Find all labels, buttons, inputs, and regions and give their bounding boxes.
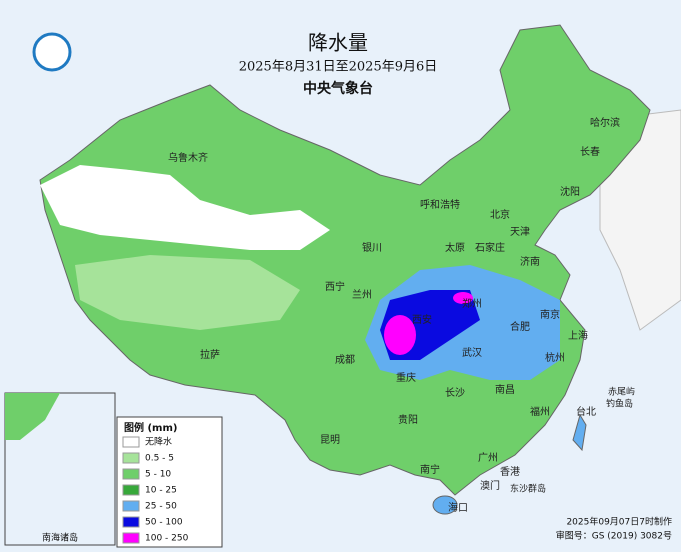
city: 合肥 bbox=[510, 320, 530, 333]
dry-area bbox=[40, 165, 330, 250]
inset-land bbox=[5, 393, 60, 440]
city: 赤尾屿 bbox=[608, 387, 635, 398]
logo bbox=[32, 32, 72, 72]
subtitle: 2025年8月31日至2025年9月6日 bbox=[239, 60, 438, 75]
city: 拉萨 bbox=[200, 348, 220, 361]
taiwan bbox=[572, 413, 587, 452]
city: 澳门 bbox=[480, 479, 500, 492]
legend-swatch bbox=[122, 500, 140, 512]
city: 西安 bbox=[412, 313, 432, 326]
city: 广州 bbox=[478, 452, 498, 464]
city: 重庆 bbox=[396, 371, 416, 384]
legend-label: 5 - 10 bbox=[145, 470, 171, 480]
legend-label: 50 - 100 bbox=[145, 518, 183, 528]
org: 中央气象台 bbox=[303, 80, 373, 97]
city-labels: 乌鲁木齐 哈尔滨 长春 沈阳 呼和浩特 北京 天津 石家庄 太原 银川 济南 西… bbox=[168, 116, 635, 514]
city: 呼和浩特 bbox=[420, 199, 460, 211]
legend-swatch bbox=[122, 532, 140, 544]
city: 南京 bbox=[540, 308, 560, 321]
city: 郑州 bbox=[462, 297, 482, 310]
city: 钓鱼岛 bbox=[606, 398, 633, 410]
legend-label: 0.5 - 5 bbox=[145, 454, 174, 464]
city: 南宁 bbox=[420, 463, 440, 476]
title: 降水量 bbox=[308, 31, 368, 55]
hainan bbox=[432, 495, 458, 515]
city: 长沙 bbox=[445, 387, 465, 399]
neighbor-land bbox=[599, 109, 681, 331]
city: 西宁 bbox=[325, 280, 345, 293]
city: 乌鲁木齐 bbox=[168, 151, 208, 164]
city: 沈阳 bbox=[560, 185, 580, 198]
legend-swatch bbox=[122, 484, 140, 496]
inset-label: 南海诸岛 bbox=[42, 532, 78, 544]
legend: 图例 (mm) 无降水 0.5 - 5 5 - 10 10 - 25 25 - 50 50… bbox=[116, 416, 223, 548]
legend-label: 100 - 250 bbox=[145, 534, 189, 544]
legend-label: 10 - 25 bbox=[145, 486, 177, 496]
city: 银川 bbox=[362, 241, 382, 254]
city: 福州 bbox=[530, 405, 550, 418]
city: 太原 bbox=[445, 241, 465, 254]
extreme-rain-area bbox=[384, 315, 416, 355]
legend-swatch bbox=[122, 468, 140, 480]
legend-swatch bbox=[122, 516, 140, 528]
legend-title: 图例 (mm) bbox=[124, 421, 177, 434]
city: 香港 bbox=[500, 466, 520, 478]
city: 长春 bbox=[580, 146, 600, 158]
city: 贵阳 bbox=[398, 413, 418, 426]
city: 石家庄 bbox=[475, 241, 505, 254]
footer-approval: 审图号：GS (2019) 3082号 bbox=[556, 530, 672, 542]
legend-label: 25 - 50 bbox=[145, 502, 177, 512]
city: 北京 bbox=[490, 208, 510, 221]
city: 昆明 bbox=[320, 434, 340, 446]
city: 兰州 bbox=[352, 288, 372, 301]
city: 杭州 bbox=[545, 351, 565, 364]
legend-label: 无降水 bbox=[145, 436, 172, 448]
city: 武汉 bbox=[462, 346, 482, 359]
city: 海口 bbox=[448, 501, 468, 514]
legend-swatch bbox=[122, 436, 140, 448]
city: 上海 bbox=[568, 329, 588, 342]
footer-made: 2025年09月07日7时制作 bbox=[566, 516, 672, 528]
city: 台北 bbox=[576, 405, 596, 418]
city: 东沙群岛 bbox=[510, 483, 546, 495]
city: 成都 bbox=[335, 354, 355, 366]
light-rain-area bbox=[75, 255, 300, 330]
city: 济南 bbox=[520, 255, 540, 268]
city: 哈尔滨 bbox=[590, 116, 620, 129]
legend-swatch bbox=[122, 452, 140, 464]
extreme-rain-area bbox=[453, 292, 473, 304]
city: 天津 bbox=[510, 226, 530, 238]
city: 南昌 bbox=[495, 383, 515, 396]
